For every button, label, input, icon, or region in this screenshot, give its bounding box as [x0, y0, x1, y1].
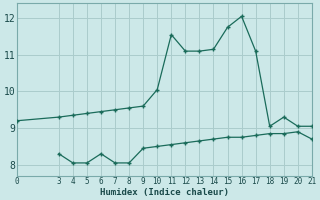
X-axis label: Humidex (Indice chaleur): Humidex (Indice chaleur) — [100, 188, 229, 197]
